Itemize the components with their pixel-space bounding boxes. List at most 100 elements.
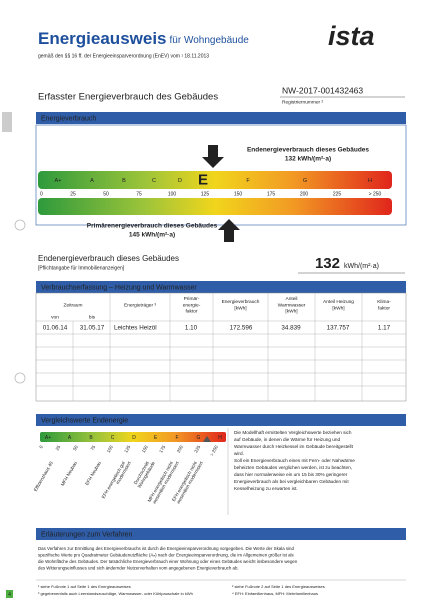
tick-label: 175: [158, 444, 166, 453]
tick-label: 175: [267, 191, 276, 197]
page-number: 4: [8, 592, 11, 598]
tick-label: 225: [193, 444, 201, 453]
table-cell: 1.10: [185, 325, 198, 332]
explanation-text: des Witterungseinflusses und sich ändern…: [38, 566, 239, 571]
class-label: E: [198, 171, 208, 188]
column-header: Energieträger ³: [124, 302, 156, 308]
final-energy-value: 132 kWh/(m²·a): [285, 156, 331, 163]
comparison-text: Die Modellhaft ermittelten Vergleichswer…: [234, 430, 352, 435]
tick-label: 100: [168, 191, 177, 197]
section-bar: [36, 112, 406, 124]
class-label: A: [90, 178, 94, 184]
final-energy-number: 132: [315, 255, 340, 272]
explanation-text: die Wohnfläche des Gebäudes. Der tatsäch…: [38, 559, 298, 564]
section-heading: Erfasster Energieverbrauch des Gebäudes: [38, 92, 218, 103]
column-header: Zeitraum: [64, 302, 83, 308]
tick-label: 200: [300, 191, 309, 197]
column-header: [kWh]: [285, 309, 297, 315]
logo: ista: [328, 21, 375, 51]
registration-number: NW-2017-001432463: [282, 85, 363, 95]
column-header: faktor: [378, 305, 390, 311]
footnote: ³ gegebenenfalls auch Leerstandszuschläg…: [38, 591, 193, 596]
class-label: A+: [45, 435, 51, 441]
tick-label: 0: [38, 444, 44, 449]
explanation-text: spezifische Werte pro Quadratmeter Gebäu…: [38, 553, 295, 558]
punch-hole: [14, 219, 26, 231]
comparison-text: dass hier normalerweise ein um 15 bis 30…: [234, 472, 348, 477]
footnote: ² siehe Fußnote 2 auf Seite 1 des Energi…: [232, 584, 325, 589]
tick-label: 75: [136, 191, 142, 197]
tick-label: 200: [176, 444, 184, 453]
column-header: Anteil Heizung: [323, 299, 354, 305]
class-label: D: [132, 435, 136, 441]
column-header: energie-: [183, 302, 201, 308]
tick-label: 50: [103, 191, 109, 197]
page-number-box: [6, 590, 13, 598]
section-title: Energieverbrauch: [41, 115, 96, 122]
class-label: D: [178, 178, 182, 184]
scale-bar: [38, 198, 392, 215]
section-title: Verbrauchserfassung – Heizung und Warmwa…: [41, 284, 197, 291]
arrow-up: [218, 219, 240, 242]
final-energy-unit: kWh/(m²·a): [344, 263, 379, 270]
tick-label: 150: [234, 191, 243, 197]
tick-label: 125: [123, 444, 131, 453]
class-label: A+: [55, 178, 62, 184]
tick-label: 150: [141, 444, 149, 453]
subtitle: gemäß den §§ 16 ff. der Energieeinsparve…: [38, 53, 209, 59]
scale-bar: [40, 432, 226, 442]
table-cell: 31.05.17: [80, 325, 105, 332]
class-label: H: [218, 435, 222, 441]
class-label: C: [111, 435, 115, 441]
table-cell: 01.06.14: [43, 325, 68, 332]
sub-header: von: [51, 315, 59, 320]
class-label: G: [197, 435, 201, 441]
title-main: Energieausweis: [38, 29, 167, 48]
class-label: F: [246, 178, 250, 184]
frame: [35, 124, 407, 226]
column-header: [kWh]: [234, 305, 246, 311]
sub-header: bis: [89, 314, 96, 320]
section-bar: [36, 414, 406, 426]
table-cell: Leichtes Heizöl: [114, 325, 157, 332]
tick-label: 25: [70, 191, 76, 197]
tick-label: 75: [90, 444, 97, 451]
comparison-text: auf Gebäude, in denen die Wärme für Heiz…: [234, 437, 340, 442]
class-label: G: [303, 178, 307, 184]
comparison-text: Kesselheizung zu erwarten ist.: [234, 486, 298, 491]
table: Zeitraum Energieträger ³ Primär-energie-fa…: [35, 292, 407, 402]
table-cell: 1.17: [378, 325, 391, 332]
comparison-text: wird.: [234, 451, 244, 456]
class-label: H: [368, 178, 372, 184]
footnote: ⁴ EFH: Einfamilienhaus, MFH: Mehrfamilie…: [232, 591, 318, 596]
tick-label: 25: [55, 444, 62, 451]
tick-label: > 250: [209, 444, 219, 457]
section-title: Erläuterungen zum Verfahren: [41, 531, 133, 538]
column-header: Primär-: [184, 296, 200, 302]
comparison-text: Soll ein Energieverbrauch eines mit Fern…: [234, 458, 355, 463]
registration-label: Registriernummer ²: [282, 99, 323, 105]
explanation-text: Das Verfahren zur Ermittlung des Energie…: [38, 546, 294, 551]
tick-label: 0: [40, 191, 43, 197]
comparison-text: beheizten Gebäudes verglichen werden, is…: [234, 465, 352, 470]
column-header: Klima-: [377, 299, 391, 305]
class-label: C: [152, 178, 156, 184]
title: Energieausweis für Wohngebäude: [38, 29, 249, 48]
tick-label: 125: [201, 191, 210, 197]
section-bar: [36, 281, 406, 293]
tick-label: 50: [72, 444, 79, 451]
class-label: B: [89, 435, 93, 441]
title-suffix: für Wohngebäude: [170, 35, 250, 46]
tick-label: 100: [106, 444, 114, 453]
table-cell: 34.839: [281, 325, 301, 332]
class-label: B: [122, 178, 126, 184]
qr-code: [2, 112, 12, 132]
marker: [203, 436, 211, 442]
class-label: F: [175, 435, 178, 441]
column-header: Anteil: [286, 296, 298, 302]
section-title: Vergleichswerte Endenergie: [41, 417, 128, 424]
comparison-text: Energieverbrauch als bei vergleichbaren …: [234, 479, 349, 484]
